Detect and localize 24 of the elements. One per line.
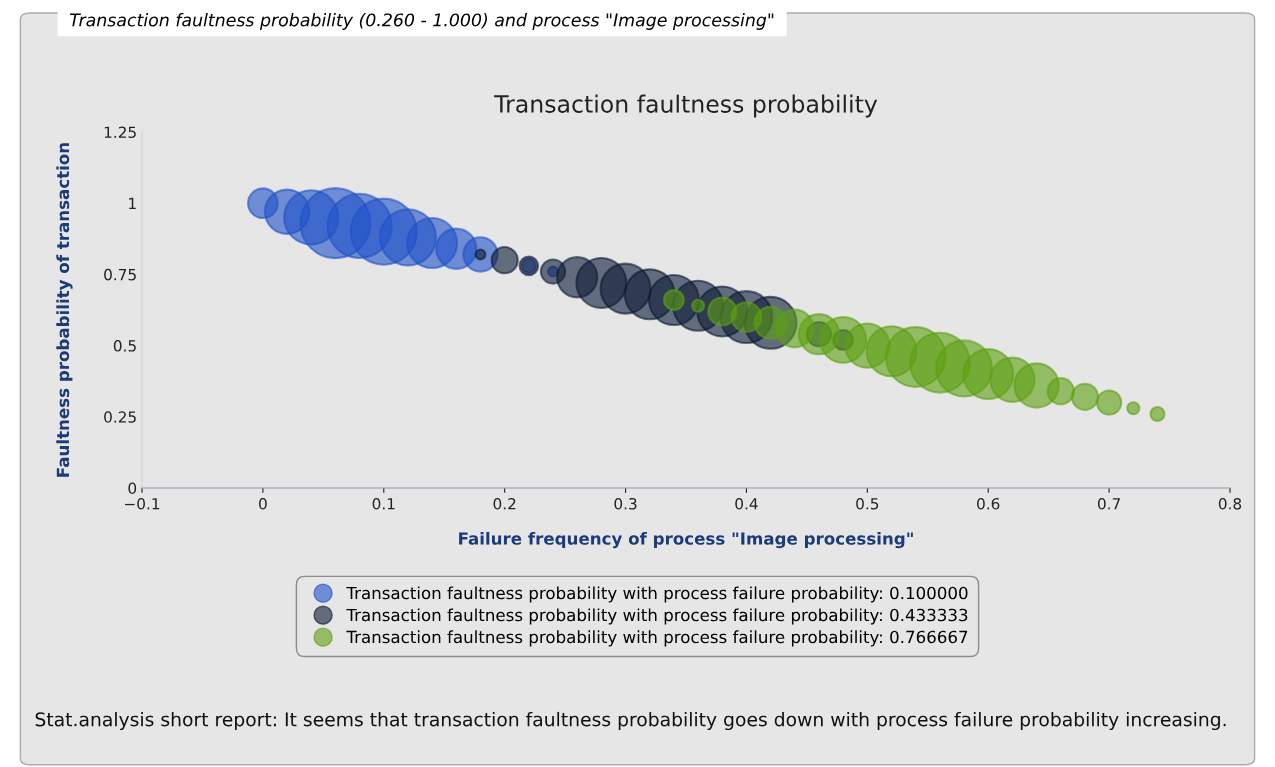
y-tick-label: 0.5 xyxy=(113,340,136,352)
y-tick-label: 0.25 xyxy=(104,411,136,423)
x-tick-label: 0.2 xyxy=(493,497,516,510)
x-tick-label: 0.3 xyxy=(614,497,637,510)
x-tick-label: 0.1 xyxy=(372,497,395,510)
y-tick-label: 1.25 xyxy=(104,126,136,139)
x-axis-title: Failure frequency of process "Image processing" xyxy=(459,531,913,549)
y-tick-label: 0 xyxy=(128,482,137,495)
x-tick-label: −0.1 xyxy=(125,497,160,510)
y-axis-title: Faultness probability of transaction xyxy=(56,143,73,477)
x-tick-label: 0.7 xyxy=(1097,497,1120,510)
x-tick-label: 0.5 xyxy=(856,497,879,510)
x-tick-label: 0.8 xyxy=(1218,497,1242,510)
chart-subtitle: Transaction faultness probability (0.260 - 1.000) and process "Image processing" xyxy=(70,13,774,30)
text: Stat.analysis short report: It seems that transaction faultness probability goes down with process failure probability increasing. xyxy=(35,711,1226,731)
x-tick-label: 0.6 xyxy=(977,497,1000,510)
legend-label: Transaction faultness probability with process failure probability: 0.100000 xyxy=(346,586,968,603)
legend-label: Transaction faultness probability with process failure probability: 0.433333 xyxy=(346,608,968,625)
x-tick-label: 0.4 xyxy=(735,497,758,510)
chart-title: Transaction faultness probability xyxy=(494,94,878,118)
x-tick-label: 0 xyxy=(259,497,267,510)
y-tick-label: 0.75 xyxy=(104,268,136,281)
legend-label: Transaction faultness probability with process failure probability: 0.766667 xyxy=(346,630,968,647)
y-tick-label: 1 xyxy=(129,197,136,209)
